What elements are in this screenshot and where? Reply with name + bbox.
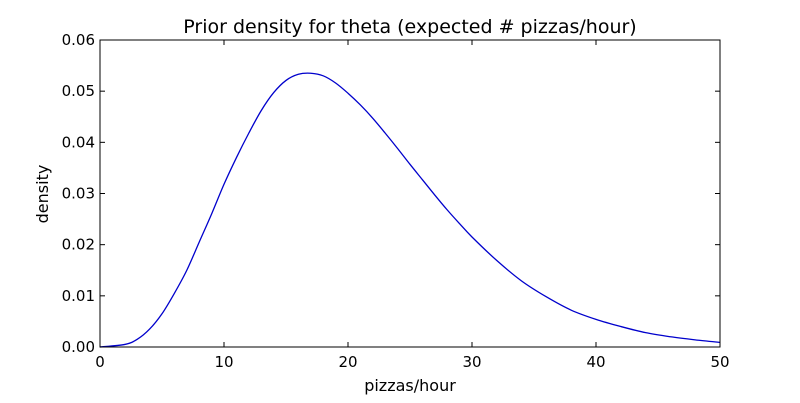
y-tick-label: 0.04 xyxy=(62,133,95,151)
y-tick-label: 0.06 xyxy=(62,31,95,49)
x-tick-label: 50 xyxy=(710,353,729,371)
plot-frame xyxy=(99,39,721,348)
y-tick-label: 0.00 xyxy=(62,338,95,356)
x-tick-label: 40 xyxy=(586,353,605,371)
y-axis-label: density xyxy=(33,165,52,224)
y-tick-label: 0.01 xyxy=(62,287,95,305)
x-tick-label: 20 xyxy=(338,353,357,371)
y-tick-label: 0.05 xyxy=(62,82,95,100)
x-tick-label: 0 xyxy=(95,353,105,371)
x-tick-label: 30 xyxy=(462,353,481,371)
y-tick-label: 0.03 xyxy=(62,185,95,203)
chart-title: Prior density for theta (expected # pizz… xyxy=(183,16,636,38)
y-tick-label: 0.02 xyxy=(62,236,95,254)
axis-ticks: 0 10 20 30 40 50 0.00 0.01 0.02 0.03 0.04 0.05 0.06 xyxy=(62,31,730,371)
x-tick-label: 10 xyxy=(214,353,233,371)
x-axis-label: pizzas/hour xyxy=(364,376,456,395)
density-curve xyxy=(99,72,721,348)
